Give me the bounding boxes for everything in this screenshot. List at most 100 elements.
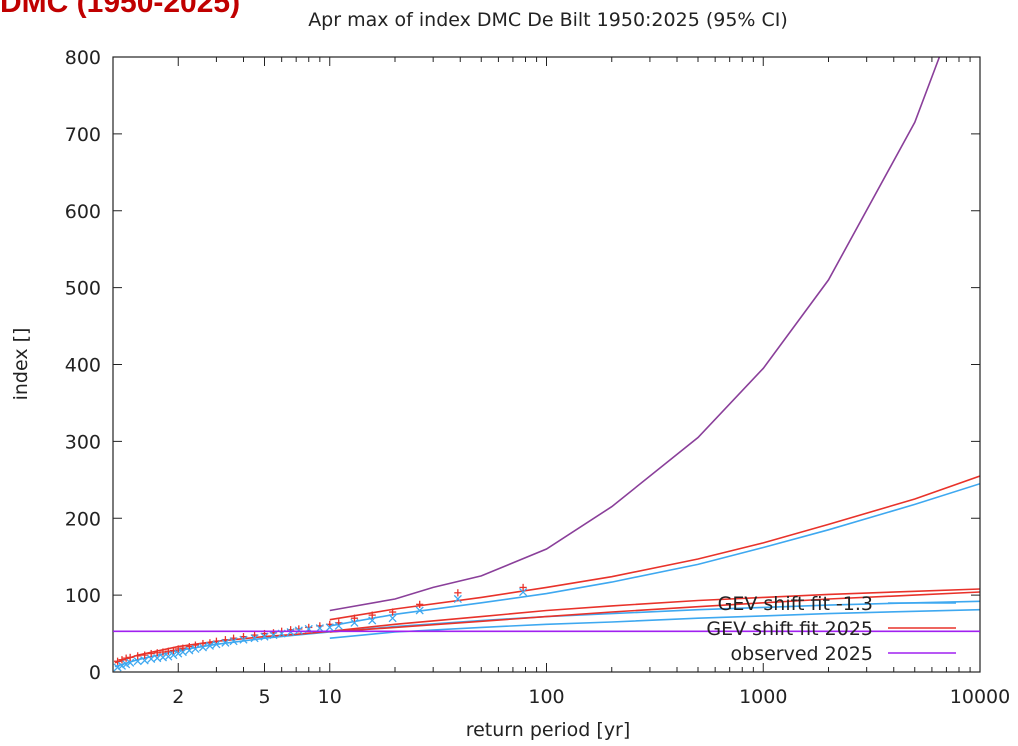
marker-stroke <box>519 587 528 597</box>
data-point <box>179 644 187 652</box>
data-point <box>140 656 149 665</box>
data-point <box>191 644 200 653</box>
axes: 0 100 200 300 400 500 600 700 800 2 5 10 100 1000 1000… <box>65 47 1010 708</box>
marker-stroke <box>250 634 259 643</box>
data-point <box>185 646 194 655</box>
data-point <box>415 606 424 615</box>
marker-stroke <box>334 621 343 630</box>
marker-stroke <box>117 661 127 670</box>
series-line-ci_low-4 <box>329 591 980 633</box>
data-point <box>169 651 178 660</box>
marker-stroke <box>212 640 221 649</box>
series-line-ci_low-1 <box>329 608 980 639</box>
marker-stroke <box>140 656 149 665</box>
marker-stroke <box>260 632 269 641</box>
data-point <box>294 626 303 635</box>
data-point <box>305 623 313 632</box>
data-point <box>286 627 295 637</box>
data-point <box>368 616 377 625</box>
data-point <box>199 639 207 648</box>
x-tick-label: 100 <box>528 686 564 708</box>
data-point <box>159 648 167 656</box>
data-point <box>454 589 462 597</box>
data-point <box>198 643 208 652</box>
data-point <box>221 638 230 647</box>
marker-stroke <box>286 627 295 637</box>
data-point <box>416 600 424 608</box>
data-point <box>350 614 359 622</box>
y-tick-label: 400 <box>65 355 101 377</box>
marker-stroke <box>174 649 183 658</box>
y-tick-label: 200 <box>65 508 101 530</box>
data-point <box>178 647 187 657</box>
y-tick-label: 800 <box>65 47 101 69</box>
x-axis-title: return period [yr] <box>466 719 631 741</box>
data-point <box>269 631 278 640</box>
plot-area <box>113 57 980 672</box>
marker-stroke <box>198 643 208 652</box>
marker-stroke <box>294 626 303 635</box>
data-point <box>368 611 376 619</box>
data-point <box>174 649 183 658</box>
cropped-header-label: DMC (1950-2025) <box>0 0 241 19</box>
data-point <box>229 637 238 646</box>
data-point <box>164 652 173 661</box>
marker-stroke <box>164 652 173 661</box>
marker-stroke <box>133 657 142 666</box>
marker-stroke <box>205 641 214 650</box>
y-tick-label: 700 <box>65 124 101 146</box>
data-point <box>185 643 193 651</box>
legend-label: observed 2025 <box>731 643 873 665</box>
data-point <box>122 654 130 662</box>
y-axis-title: index [] <box>10 328 32 401</box>
data-point <box>260 632 269 641</box>
marker-stroke <box>158 653 168 662</box>
y-tick-label: 600 <box>65 201 101 223</box>
data-point <box>126 658 135 667</box>
data-point <box>205 641 214 650</box>
marker-stroke <box>388 614 397 623</box>
data-point <box>133 657 142 666</box>
marker-stroke <box>185 646 194 655</box>
plot-frame <box>112 56 981 673</box>
marker-stroke <box>269 631 278 640</box>
x-tick-label: 2 <box>172 686 184 708</box>
marker-stroke <box>191 644 200 653</box>
legend-label: GEV shift fit -1.3 <box>718 593 873 615</box>
data-point <box>389 608 397 616</box>
data-point <box>126 653 134 661</box>
data-point <box>453 594 462 604</box>
data-point <box>134 652 142 660</box>
data-point <box>147 649 155 658</box>
data-point <box>239 635 248 644</box>
marker-stroke <box>126 658 135 667</box>
data-point <box>315 624 324 633</box>
marker-stroke <box>178 647 187 657</box>
data-point <box>113 657 122 665</box>
marker-stroke <box>415 606 424 615</box>
data-point <box>250 634 259 643</box>
data-point <box>113 663 122 672</box>
series-line-ci_high-5 <box>329 475 980 621</box>
data-point <box>117 661 127 670</box>
series-line-central-3 <box>114 588 980 664</box>
y-tick-label: 0 <box>89 662 101 684</box>
chart-title: Apr max of index DMC De Bilt 1950:2025 (… <box>308 9 788 31</box>
data-point <box>350 618 359 627</box>
y-tick-label: 100 <box>65 585 101 607</box>
data-point <box>164 647 172 655</box>
marker-stroke <box>147 654 156 663</box>
x-tick-label: 10000 <box>950 686 1010 708</box>
data-point <box>334 621 343 630</box>
data-point <box>153 649 161 657</box>
marker-stroke <box>350 618 359 627</box>
marker-stroke <box>153 654 162 663</box>
y-tick-label: 300 <box>65 431 101 453</box>
data-point <box>388 614 397 623</box>
data-point <box>191 641 200 649</box>
marker-stroke <box>453 594 462 604</box>
legend-label: GEV shift fit 2025 <box>706 618 873 640</box>
data-point <box>141 651 149 659</box>
x-tick-label: 5 <box>258 686 270 708</box>
